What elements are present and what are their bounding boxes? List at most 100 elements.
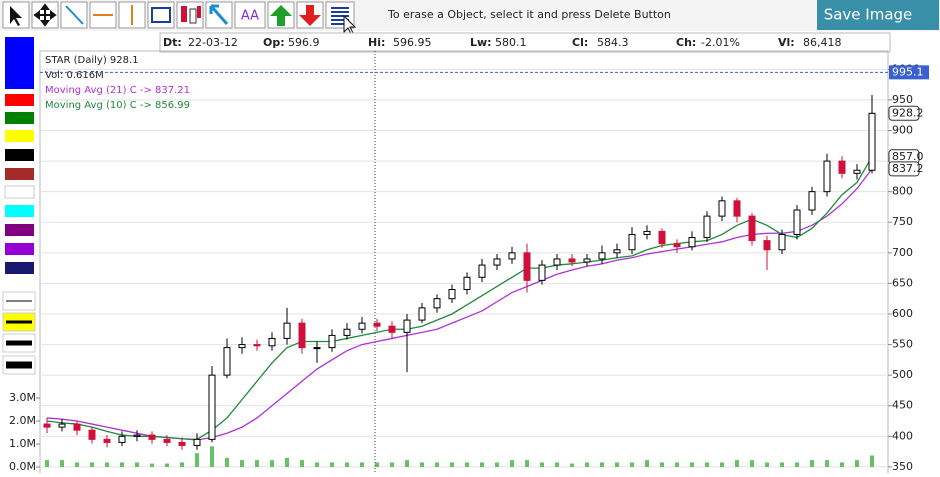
volume-bar [795,462,799,468]
candle-body [763,240,771,251]
price-tag [889,65,929,80]
icon [209,4,229,25]
legend-entry: Moving Avg (21) C -> 837.21 [45,85,190,96]
tool-text[interactable] [234,1,266,29]
info-value: 86,418 [803,36,842,49]
candle-body [373,322,381,327]
candle-body [733,200,741,217]
volume-bar [390,462,394,468]
volume-bar [765,462,769,468]
candle-body [88,429,96,440]
y2-tick-label: 1.0M [9,437,36,450]
candle-body [673,243,681,248]
candle-body [58,423,66,428]
volume-bar [870,455,874,468]
legend-entry: STAR (Daily) 928.1 [45,55,139,66]
info-label: Hi: [368,36,385,49]
swatch[interactable] [5,130,34,142]
toolbar: AA To erase a Object, select it and pres… [0,0,940,35]
save-image-button[interactable] [817,0,939,30]
moving-average [46,156,873,441]
volume-bar [495,462,499,468]
icon [33,3,57,27]
volume-bar [60,460,64,468]
candle-body [193,438,201,446]
info-label: Cl: [572,36,588,49]
candle-body [523,252,531,281]
volume-bar [225,457,229,468]
volume-bar [315,462,319,468]
candle-body [328,334,336,349]
price-tag-label: 837.2 [892,162,924,175]
candle-body [283,322,291,339]
y-tick-label: 450 [892,399,913,412]
icon: AA [241,9,259,24]
swatch[interactable] [5,168,34,180]
info-value: 22-03-12 [188,36,238,49]
candle-body [343,328,351,336]
candle-body [403,319,411,333]
volume-bar [810,460,814,468]
swatch[interactable] [4,185,35,199]
volume-bar [465,462,469,468]
candle-body [748,215,756,242]
candle-body [508,252,516,260]
volume-bar [150,463,154,468]
swatch[interactable] [5,224,34,236]
candle-body [208,374,216,440]
volume-bar [570,463,574,468]
y-tick-label: 800 [892,185,913,198]
y-tick-label: 900 [892,124,913,137]
candle-body [253,344,261,347]
candle-body [268,337,276,347]
candle-body [118,435,126,443]
volume-bar [45,460,49,468]
y2-tick-label: 3.0M [9,391,36,404]
y-tick-label: 750 [892,215,913,228]
icon [181,6,201,24]
volume-bar [75,462,79,468]
volume-bar [780,462,784,468]
swatch[interactable] [5,262,34,274]
volume-bar [210,446,214,468]
hint: To erase a Object, select it and press D… [387,8,671,21]
swatch[interactable] [5,37,34,89]
icon [65,5,84,25]
swatch[interactable] [5,149,34,161]
icon [270,5,292,26]
plot: STAR (Daily) 928.1 Vol: 0.616M Moving Avg … [40,55,888,468]
info-value: 580.1 [495,36,527,49]
volume-bar [120,462,124,468]
volume-bar [540,462,544,468]
volume-bar [555,462,559,468]
price-tag-label: 928.2 [892,106,924,119]
palette [2,37,36,375]
swatch[interactable] [5,94,34,106]
candle-body [418,307,426,321]
volume-bar [435,462,439,468]
candle-body [238,344,246,349]
candle-body [538,264,546,281]
volume-bar [330,462,334,468]
candle-body [43,423,51,428]
swatch[interactable] [5,112,34,124]
volume-bar [705,462,709,468]
candle-body [313,347,321,350]
price-tag [888,105,920,121]
candle-body [838,160,846,174]
volume-bar [90,462,94,468]
save-image-label[interactable]: Save Image [824,6,913,24]
y2-tick-label: 2.0M [9,414,36,427]
price-tag-label: 857.0 [892,150,924,163]
swatch[interactable] [5,205,34,217]
candle-body [388,325,396,333]
candle-body [658,230,666,245]
y-tick-label: 550 [892,338,913,351]
tool-pointer[interactable] [2,1,30,29]
volume-bar [750,460,754,468]
info-value: 596.9 [288,36,320,49]
swatch[interactable] [5,243,34,255]
candle-body [793,209,801,235]
candle-body [628,233,636,251]
